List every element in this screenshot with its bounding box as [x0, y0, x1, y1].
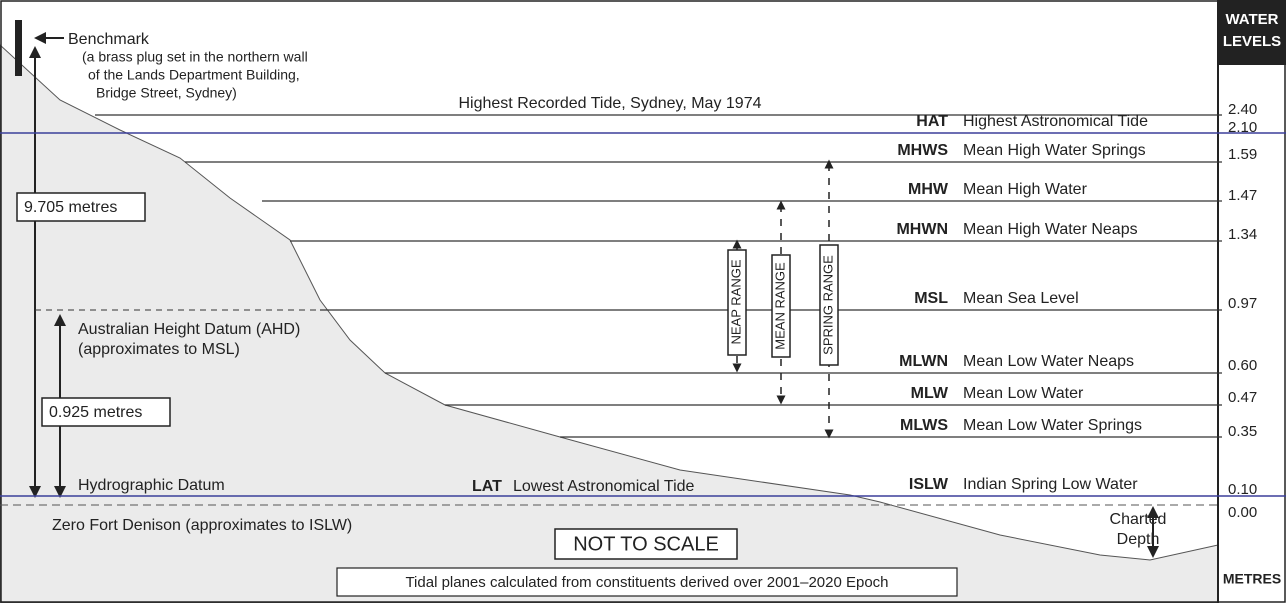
range: MEAN RANGE — [772, 262, 787, 350]
level-value: 1.34 — [1228, 226, 1257, 243]
distance: 9.705 metres — [24, 199, 117, 216]
level-name: Mean Sea Level — [963, 290, 1079, 307]
lat-name: Lowest Astronomical Tide — [513, 478, 695, 495]
level-abbr: MHW — [908, 181, 949, 198]
level-abbr: MLW — [911, 385, 949, 402]
ahd: (approximates to MSL) — [78, 341, 240, 358]
level-name: Mean Low Water — [963, 385, 1084, 402]
benchmark-note: (a brass plug set in the northern wall — [82, 49, 308, 65]
level-value: 2.40 — [1228, 101, 1257, 118]
highest-recorded: Highest Recorded Tide, Sydney, May 1974 — [459, 95, 762, 112]
range: NEAP RANGE — [728, 259, 743, 344]
benchmark-note: Bridge Street, Sydney) — [96, 85, 237, 101]
note: Tidal planes calculated from constituent… — [405, 574, 888, 591]
benchmark-note: of the Lands Department Building, — [88, 67, 300, 83]
level-value: 0.97 — [1228, 295, 1257, 312]
unit: METRES — [1223, 571, 1281, 587]
level-abbr: MHWS — [897, 142, 948, 159]
ahd: Australian Height Datum (AHD) — [78, 321, 300, 338]
level-name: Indian Spring Low Water — [963, 476, 1138, 493]
level-abbr: MHWN — [896, 221, 948, 238]
level-name: Mean High Water — [963, 181, 1088, 198]
header: WATER — [1225, 11, 1278, 28]
level-value: 1.59 — [1228, 146, 1257, 163]
level-name: Mean High Water Neaps — [963, 221, 1138, 238]
level-value: 0.00 — [1228, 504, 1257, 521]
level-abbr: ISLW — [909, 476, 949, 493]
charted-depth: Charted — [1110, 511, 1167, 528]
distance: 0.925 metres — [49, 404, 142, 421]
level-value: 0.47 — [1228, 389, 1257, 406]
range: SPRING RANGE — [820, 255, 835, 355]
level-abbr: MLWS — [900, 417, 948, 434]
level-abbr: HAT — [916, 113, 948, 130]
zero-label: Zero Fort Denison (approximates to ISLW) — [52, 517, 352, 534]
not-to-scale: NOT TO SCALE — [573, 533, 719, 555]
level-name: Mean Low Water Neaps — [963, 353, 1134, 370]
hydrographic-datum: Hydrographic Datum — [78, 477, 225, 494]
level-value: 0.35 — [1228, 423, 1257, 440]
lat-abbr: LAT — [472, 478, 502, 495]
header: LEVELS — [1223, 33, 1281, 50]
level-abbr: MSL — [914, 290, 948, 307]
level-name: Mean High Water Springs — [963, 142, 1146, 159]
level-value: 2.10 — [1228, 119, 1257, 136]
level-value: 0.60 — [1228, 357, 1257, 374]
level-value: 1.47 — [1228, 187, 1257, 204]
level-value: 0.10 — [1228, 481, 1257, 498]
diagram: WATER LEVELS METRES Benchmark (a brass p… — [0, 0, 1286, 603]
level-name: Highest Astronomical Tide — [963, 113, 1148, 130]
benchmark: Benchmark — [68, 31, 150, 48]
level-abbr: MLWN — [899, 353, 948, 370]
level-name: Mean Low Water Springs — [963, 417, 1142, 434]
